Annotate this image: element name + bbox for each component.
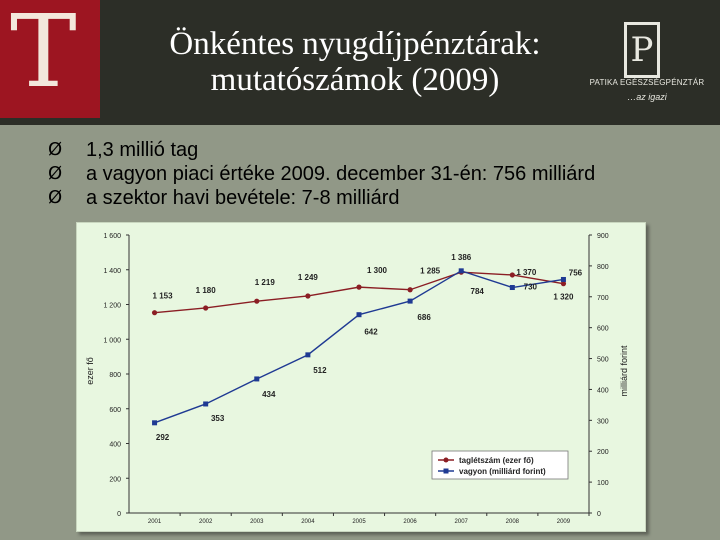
data-point-taglétszám <box>356 284 362 290</box>
data-label: 353 <box>211 414 225 423</box>
data-point-taglétszám <box>254 298 260 304</box>
data-point-vagyon <box>203 401 209 407</box>
data-point-vagyon <box>458 268 464 274</box>
data-label: 1 320 <box>553 293 574 302</box>
left-tick-label: 200 <box>109 476 121 483</box>
x-tick-label: 2002 <box>199 519 213 525</box>
right-tick-label: 700 <box>597 295 609 302</box>
data-point-vagyon <box>305 352 311 358</box>
left-tick-label: 1 400 <box>103 268 121 275</box>
logo-right-name: PATIKA EGÉSZSÉGPÉNZTÁR <box>589 78 705 87</box>
left-tick-label: 1 200 <box>103 303 121 310</box>
logo-left-letter: T <box>10 0 77 110</box>
data-label: 434 <box>262 390 276 399</box>
data-point-taglétszám <box>560 281 567 287</box>
data-label: 642 <box>364 328 378 337</box>
x-tick-label: 2006 <box>403 519 417 525</box>
data-label: 1 219 <box>255 278 276 287</box>
data-point-taglétszám <box>407 287 413 293</box>
data-label: 1 285 <box>420 267 441 276</box>
right-tick-label: 0 <box>597 511 601 518</box>
right-tick-label: 500 <box>597 357 609 364</box>
right-axis-title: milliárd forint <box>619 345 629 397</box>
bullet-item: Ø 1,3 millió tag <box>48 138 595 162</box>
legend-swatch-marker <box>443 457 449 463</box>
data-point-vagyon <box>254 376 260 382</box>
right-tick-label: 600 <box>597 326 609 333</box>
x-tick-label: 2009 <box>557 519 571 525</box>
data-point-vagyon <box>407 298 413 304</box>
x-tick-label: 2004 <box>301 519 315 525</box>
slide-header: T Önkéntes nyugdíjpénztárak: mutatószámo… <box>0 0 720 125</box>
x-tick-label: 2003 <box>250 519 264 525</box>
data-label: 1 300 <box>367 266 388 275</box>
bullet-text: a szektor havi bevétele: 7-8 milliárd <box>86 187 400 209</box>
data-point-taglétszám <box>151 310 158 316</box>
bullet-arrow-icon: Ø <box>48 139 63 160</box>
legend-label: taglétszám (ezer fő) <box>459 456 534 465</box>
right-tick-label: 900 <box>597 233 609 240</box>
data-point-vagyon <box>152 420 158 426</box>
legend-swatch-marker <box>443 468 449 474</box>
data-label: 1 386 <box>451 253 472 262</box>
data-label: 686 <box>417 313 431 322</box>
data-point-taglétszám <box>305 293 311 299</box>
left-tick-label: 1 000 <box>103 337 121 344</box>
left-tick-label: 0 <box>117 511 121 518</box>
data-label: 292 <box>156 433 170 442</box>
data-point-vagyon <box>356 312 362 318</box>
bullet-arrow-icon: Ø <box>48 163 63 184</box>
bullet-text: a vagyon piaci értéke 2009. december 31-… <box>86 163 596 185</box>
line-chart: 0 200 400 600 800 1 000 1 200 1 400 1 600 0 100 200… <box>85 233 629 525</box>
right-tick-label: 400 <box>597 387 609 394</box>
data-label: 1 370 <box>516 268 537 277</box>
right-tick-label: 300 <box>597 418 609 425</box>
left-axis-title: ezer fő <box>85 357 95 385</box>
data-label: 1 153 <box>153 292 174 301</box>
legend-label: vagyon (milliárd forint) <box>459 467 546 476</box>
data-point-taglétszám <box>509 272 515 278</box>
data-label: 784 <box>471 287 485 296</box>
title-line-1: Önkéntes nyugdíjpénztárak: <box>169 26 541 62</box>
bullet-text: 1,3 millió tag <box>86 139 199 161</box>
series-line-vagyon <box>154 270 564 424</box>
data-label: 1 249 <box>298 273 319 282</box>
data-label: 756 <box>569 268 583 277</box>
data-point-vagyon <box>509 285 515 291</box>
right-tick-label: 800 <box>597 264 609 271</box>
data-label: 730 <box>524 283 538 292</box>
slide-title: Önkéntes nyugdíjpénztárak: mutatószámok … <box>120 26 590 98</box>
data-label: 512 <box>313 366 327 375</box>
logo-right-mark: P <box>624 22 660 78</box>
left-tick-label: 400 <box>109 442 121 449</box>
legend-box <box>431 450 569 480</box>
x-tick-label: 2005 <box>352 519 366 525</box>
title-line-2: mutatószámok (2009) <box>210 62 500 98</box>
logo-left: T <box>0 0 100 118</box>
data-point-taglétszám <box>203 305 209 311</box>
x-tick-label: 2007 <box>455 519 469 525</box>
right-tick-label: 200 <box>597 449 609 456</box>
left-tick-label: 600 <box>109 407 121 414</box>
data-label: 1 180 <box>196 286 217 295</box>
logo-right: P PATIKA EGÉSZSÉGPÉNZTÁR …az igazi <box>588 22 706 108</box>
left-tick-label: 800 <box>109 372 121 379</box>
x-tick-label: 2008 <box>506 519 520 525</box>
x-tick-label: 2001 <box>148 519 162 525</box>
chart-panel: 0 200 400 600 800 1 000 1 200 1 400 1 600 0 100 200… <box>76 222 646 532</box>
data-point-vagyon <box>560 276 566 282</box>
right-tick-label: 100 <box>597 480 609 487</box>
logo-right-tagline: …az igazi <box>627 92 667 102</box>
series-line-taglétszám <box>154 271 564 314</box>
left-tick-label: 1 600 <box>103 233 121 240</box>
bullet-arrow-icon: Ø <box>48 187 63 208</box>
